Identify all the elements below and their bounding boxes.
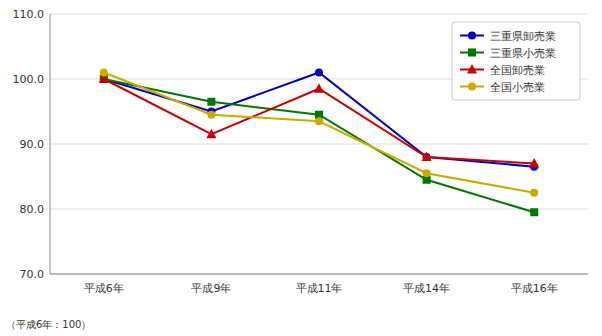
chart-container: 70.0 80.0 90.0 100.0 110.0 平成6年 平成9年 平成11年 平成14年… bbox=[0, 0, 602, 336]
x-tick-label: 平成6年 bbox=[84, 282, 124, 295]
legend-label: 三重県小売業 bbox=[490, 47, 556, 60]
y-axis-line bbox=[50, 14, 51, 274]
x-tick-label: 平成11年 bbox=[296, 282, 343, 295]
legend-label: 全国小売業 bbox=[490, 81, 545, 94]
x-tick-label: 平成16年 bbox=[511, 282, 558, 295]
grid-line bbox=[50, 274, 588, 275]
x-tick-label: 平成9年 bbox=[191, 282, 231, 295]
y-tick-label: 110.0 bbox=[13, 8, 45, 21]
x-axis-line bbox=[50, 274, 588, 275]
point-marker bbox=[207, 98, 215, 106]
legend-marker bbox=[467, 64, 477, 74]
legend: 三重県卸売業三重県小売業全国卸売業全国小売業 bbox=[452, 22, 580, 100]
legend-marker bbox=[468, 49, 476, 57]
legend-marker bbox=[468, 32, 476, 40]
y-grid bbox=[50, 14, 588, 274]
point-marker bbox=[315, 117, 323, 125]
legend-box bbox=[452, 22, 580, 100]
point-marker bbox=[100, 69, 108, 77]
y-tick-label: 100.0 bbox=[13, 73, 45, 86]
legend-label: 全国卸売業 bbox=[490, 64, 545, 77]
y-tick-label: 90.0 bbox=[20, 138, 45, 151]
y-tick-label: 80.0 bbox=[20, 203, 45, 216]
point-marker bbox=[530, 189, 538, 197]
chart-svg: 70.0 80.0 90.0 100.0 110.0 平成6年 平成9年 平成11年 平成14年… bbox=[0, 0, 602, 336]
note: （平成6年：100） bbox=[6, 319, 91, 330]
x-tick-label: 平成14年 bbox=[403, 282, 450, 295]
point-marker bbox=[314, 83, 324, 93]
point-marker bbox=[529, 158, 539, 168]
point-marker bbox=[423, 169, 431, 177]
point-marker bbox=[207, 111, 215, 119]
grid-line bbox=[50, 144, 588, 145]
series-line bbox=[104, 73, 534, 167]
grid-line bbox=[50, 14, 588, 15]
point-marker bbox=[315, 69, 323, 77]
legend-label: 三重県卸売業 bbox=[490, 30, 556, 43]
point-marker bbox=[206, 129, 216, 139]
legend-marker bbox=[468, 83, 476, 91]
point-marker bbox=[530, 208, 538, 216]
point-marker bbox=[422, 152, 432, 162]
grid-line bbox=[50, 209, 588, 210]
y-tick-label: 70.0 bbox=[20, 268, 45, 281]
